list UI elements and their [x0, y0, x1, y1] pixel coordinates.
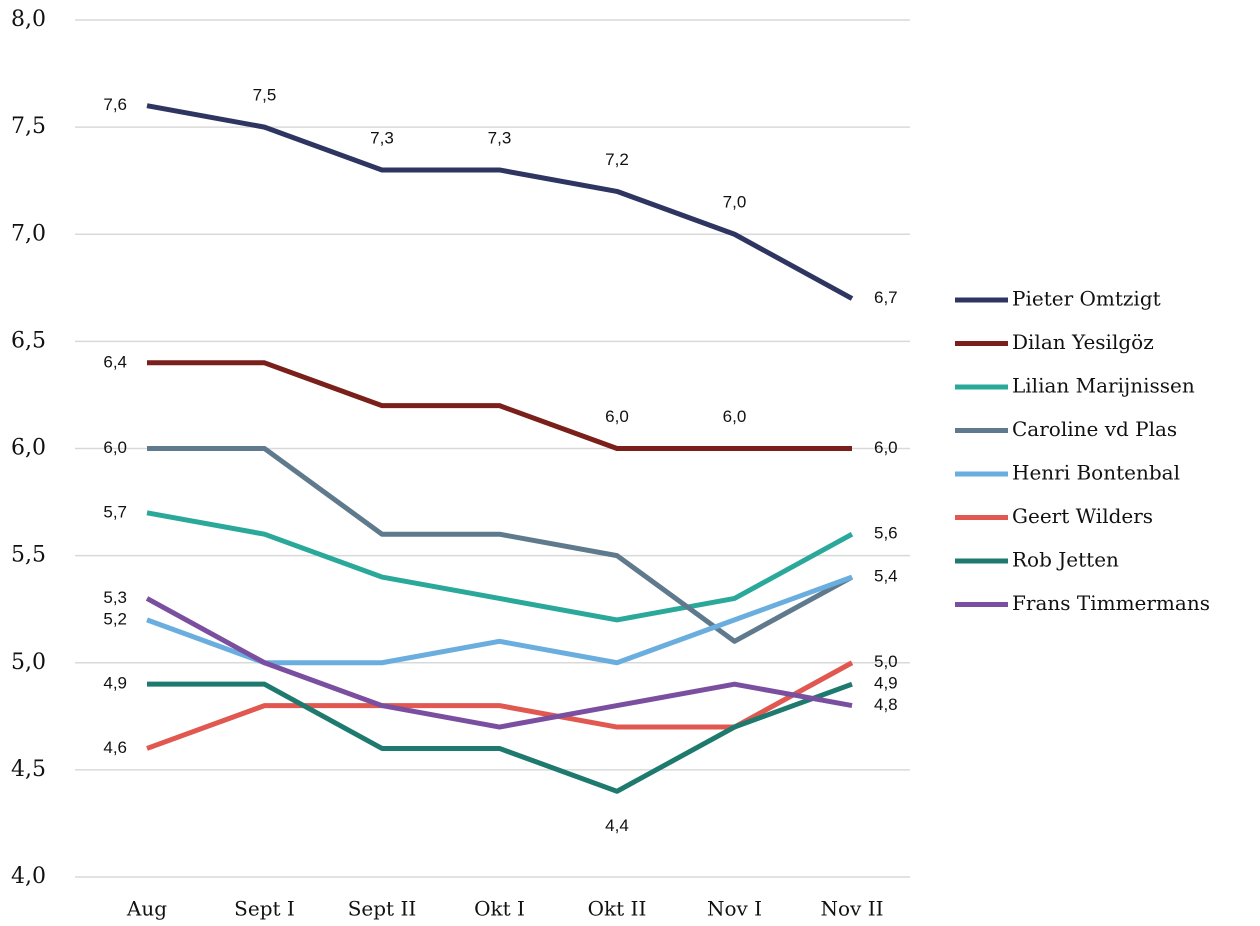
legend-label: Lilian Marijnissen	[1012, 374, 1195, 398]
y-tick-label: 6,5	[11, 328, 46, 353]
x-tick-label: Okt I	[474, 897, 525, 921]
legend-label: Geert Wilders	[1012, 504, 1153, 528]
series-line	[147, 446, 854, 644]
data-label: 7,6	[103, 95, 127, 114]
data-label: 6,0	[723, 407, 747, 426]
data-label: 4,9	[103, 674, 127, 693]
data-label: 5,6	[874, 524, 898, 543]
y-tick-label: 7,5	[11, 114, 46, 139]
y-tick-label: 8,0	[11, 7, 46, 32]
y-tick-label: 4,0	[11, 864, 46, 889]
y-tick-label: 7,0	[11, 221, 46, 246]
series-line	[147, 360, 852, 451]
x-tick-label: Okt II	[588, 897, 647, 921]
y-tick-label: 6,0	[11, 436, 46, 461]
legend-label: Dilan Yesilgöz	[1012, 330, 1154, 354]
x-tick-label: Sept I	[234, 897, 295, 921]
data-label: 7,5	[253, 86, 277, 105]
series-line	[146, 660, 854, 751]
data-label: 4,6	[103, 738, 127, 757]
data-label: 6,0	[874, 438, 898, 457]
x-tick-label: Sept II	[348, 897, 417, 921]
series-line	[146, 103, 854, 301]
legend-label: Rob Jetten	[1012, 548, 1119, 572]
y-tick-label: 4,5	[11, 757, 46, 782]
data-label: 5,3	[103, 588, 127, 607]
series-line	[147, 681, 853, 794]
legend-label: Henri Bontenbal	[1012, 461, 1180, 485]
legend-label: Caroline vd Plas	[1012, 417, 1177, 441]
data-label: 5,7	[103, 502, 127, 521]
data-label: 7,3	[370, 128, 394, 147]
data-label: 4,4	[605, 816, 629, 835]
legend-label: Frans Timmermans	[1012, 591, 1210, 615]
data-label: 5,4	[874, 567, 898, 586]
x-tick-label: Nov I	[707, 897, 762, 921]
series-line	[145, 596, 853, 730]
x-tick-label: Aug	[126, 897, 167, 921]
data-label: 7,2	[605, 150, 629, 169]
data-label: 6,4	[103, 352, 127, 371]
legend-label: Pieter Omtzigt	[1012, 287, 1161, 311]
data-label: 4,9	[874, 674, 898, 693]
data-label: 6,0	[605, 407, 629, 426]
data-label: 4,8	[874, 695, 898, 714]
data-label: 6,0	[103, 438, 127, 457]
data-label: 7,0	[723, 193, 747, 212]
data-label: 7,3	[488, 128, 512, 147]
y-tick-label: 5,0	[11, 650, 46, 675]
series-line	[146, 510, 854, 623]
data-label: 6,7	[874, 288, 898, 307]
data-label: 5,0	[874, 652, 898, 671]
x-tick-label: Nov II	[821, 897, 884, 921]
y-tick-label: 5,5	[11, 543, 46, 568]
data-label: 5,2	[103, 609, 127, 628]
